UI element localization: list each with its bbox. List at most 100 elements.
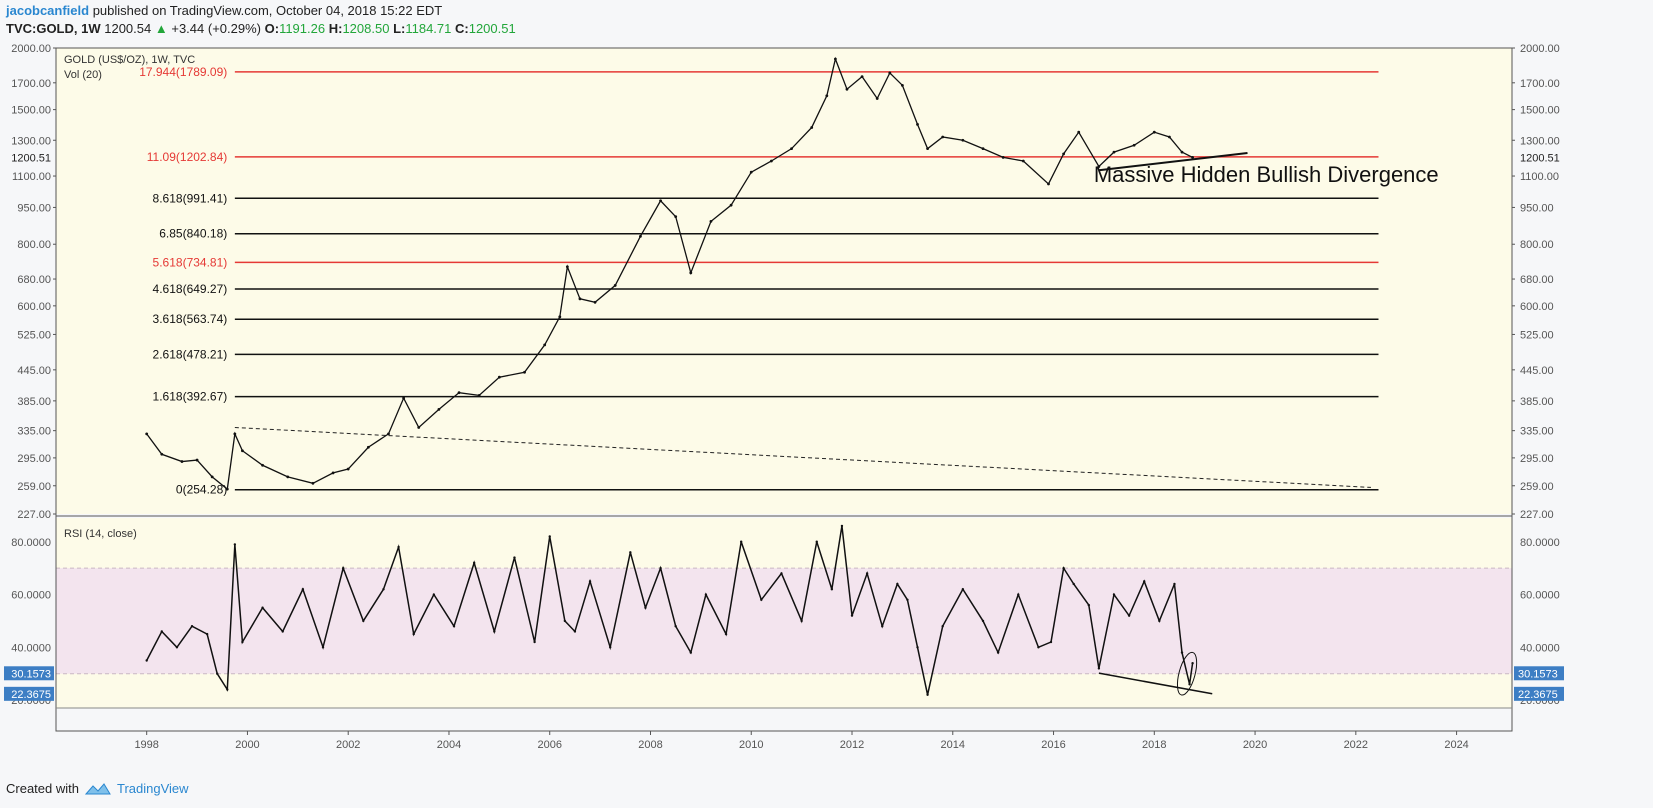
rsi-point: [780, 572, 783, 575]
price-tick-left: 1500.00: [11, 105, 51, 117]
price-change: +3.44 (+0.29%): [171, 21, 261, 36]
rsi-value-tag-left-text: 30.1573: [11, 668, 51, 680]
x-tick-label: 2008: [638, 739, 662, 751]
price-tick-right: 950.00: [1520, 202, 1554, 214]
price-point: [523, 370, 526, 374]
rsi-point: [689, 651, 692, 654]
price-trendline: [1098, 151, 1248, 172]
rsi-point: [739, 540, 743, 543]
x-tick-label: 1998: [134, 739, 158, 751]
rsi-value-tag-right-text: 22.3675: [1518, 689, 1558, 701]
price-tick-left: 950.00: [17, 202, 51, 214]
price-point: [1077, 130, 1081, 134]
price-point: [770, 159, 773, 163]
rsi-point: [573, 630, 577, 633]
rsi-point: [926, 693, 929, 697]
rsi-point: [362, 619, 365, 623]
price-point: [160, 452, 164, 456]
price-point: [1168, 135, 1171, 139]
divergence-annotation: Massive Hidden Bullish Divergence: [1094, 162, 1439, 187]
tradingview-link[interactable]: TradingView: [116, 781, 189, 796]
x-tick-label: 2012: [840, 739, 864, 751]
x-tick-label: 2010: [739, 739, 763, 751]
price-tick-right: 295.00: [1520, 453, 1554, 465]
price-point: [749, 170, 753, 174]
price-point: [261, 463, 264, 467]
rsi-value-tag-left-text: 22.3675: [11, 689, 51, 701]
low-value: 1184.71: [405, 21, 452, 36]
rsi-tick-left: 40.0000: [11, 642, 51, 654]
rsi-point: [724, 632, 728, 636]
rsi-point: [1049, 640, 1053, 644]
fib-level-label: 8.618(991.41): [153, 191, 228, 205]
rsi-point: [412, 632, 415, 636]
price-tick-left: 445.00: [17, 365, 51, 377]
price-point: [210, 475, 214, 479]
rsi-pane-title: RSI (14, close): [64, 528, 137, 540]
chart-area[interactable]: 2000.00 2000.00 1700.00 1700.00 1500.00 1500.…: [0, 40, 1653, 772]
price-point: [402, 396, 406, 400]
price-point: [387, 432, 390, 436]
price-tick-right: 680.00: [1520, 274, 1554, 286]
rsi-point: [608, 646, 612, 649]
price-point: [437, 407, 441, 411]
price-tick-left: 1700.00: [11, 78, 51, 90]
price-point: [845, 87, 849, 91]
publish-info: jacobcanfield published on TradingView.c…: [6, 2, 442, 20]
price-tick-left: 295.00: [17, 453, 51, 465]
price-pane-title: GOLD (US$/OZ), 1W, TVC: [64, 54, 195, 66]
x-tick-label: 2004: [437, 739, 461, 751]
price-point: [926, 147, 929, 151]
price-point: [497, 375, 501, 379]
price-point: [860, 75, 864, 78]
tradingview-logo-icon[interactable]: [84, 782, 111, 796]
price-point: [729, 203, 733, 207]
price-tick-right: 1700.00: [1520, 78, 1560, 90]
price-point: [565, 265, 569, 269]
dashed-trendline: [234, 426, 1371, 488]
price-point: [1112, 150, 1116, 154]
price-point: [916, 122, 919, 126]
price-point: [689, 271, 693, 275]
symbol-label: TVC:GOLD, 1W: [6, 21, 101, 36]
rsi-point: [205, 632, 209, 636]
symbol-info: TVC:GOLD, 1W 1200.54 ▲ +3.44 (+0.29%) O:…: [6, 20, 516, 38]
rsi-point: [800, 619, 803, 623]
price-pane[interactable]: [56, 48, 1512, 514]
rsi-tick-right: 80.0000: [1520, 537, 1560, 549]
rsi-point: [916, 646, 919, 649]
open-label: O:: [264, 21, 280, 36]
x-tick-label: 2014: [941, 739, 965, 751]
fib-level-label: 17.944(1789.09): [139, 65, 227, 79]
price-tick-right: 600.00: [1520, 301, 1554, 313]
rsi-point: [321, 646, 325, 649]
price-point: [1021, 159, 1025, 163]
rsi-point: [996, 651, 1000, 654]
volume-label: Vol (20): [64, 69, 102, 81]
rsi-point: [452, 624, 456, 628]
price-point: [241, 449, 244, 453]
x-tick-label: 2016: [1041, 739, 1065, 751]
price-point: [1180, 150, 1184, 154]
price-point: [180, 460, 184, 463]
price-tick-left: 1100.00: [12, 171, 51, 183]
rsi-point: [216, 672, 219, 675]
fib-level-label: 0(254.28): [176, 483, 227, 497]
rsi-point: [896, 582, 899, 586]
price-tick-left: 800.00: [17, 239, 51, 251]
rsi-point: [865, 572, 869, 575]
price-point: [578, 297, 582, 301]
price-point: [639, 234, 642, 238]
rsi-point: [190, 624, 194, 628]
price-tick-left: 680.00: [17, 274, 51, 286]
price-tick-right: 1100.00: [1520, 171, 1559, 183]
chart-svg[interactable]: 2000.00 2000.00 1700.00 1700.00 1500.00 1500.…: [0, 40, 1653, 772]
rsi-point: [1037, 646, 1040, 649]
rsi-point: [815, 540, 818, 543]
x-tick-label: 2002: [336, 739, 360, 751]
rsi-point: [1072, 582, 1075, 586]
rsi-point: [548, 535, 551, 538]
author-link[interactable]: jacobcanfield: [6, 3, 90, 18]
price-tick-left: 2000.00: [11, 43, 51, 55]
close-value: 1200.51: [468, 21, 516, 36]
